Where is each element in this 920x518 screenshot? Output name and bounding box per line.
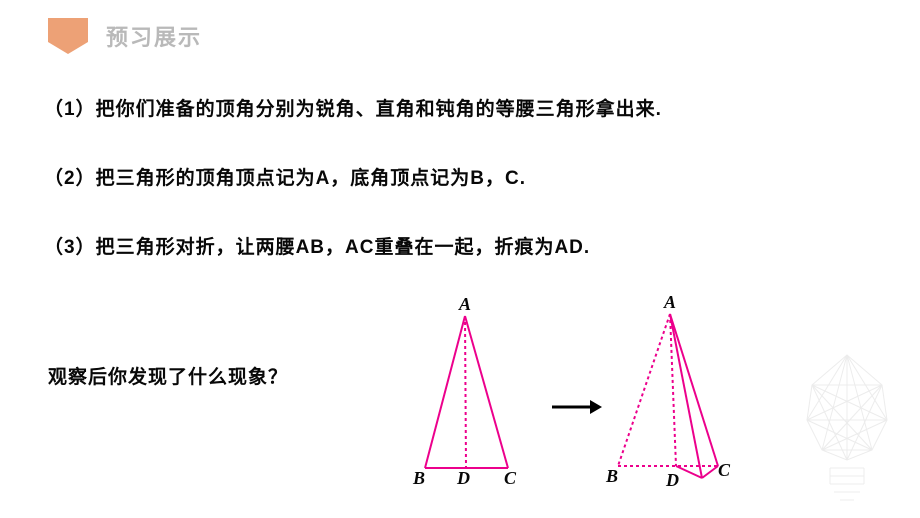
triangle-diagram: A B D C A B D C — [400, 308, 760, 498]
instruction-2: （2）把三角形的顶角顶点记为A，底角顶点记为B，C. — [44, 163, 876, 190]
label-C-right: C — [718, 460, 730, 481]
label-C-left: C — [504, 468, 516, 489]
label-B-left: B — [413, 468, 425, 489]
lightbulb-icon — [792, 350, 902, 510]
label-A-left: A — [459, 294, 471, 315]
badge-icon — [48, 18, 88, 54]
observation-question: 观察后你发现了什么现象？ — [48, 362, 288, 389]
label-D-right: D — [666, 470, 679, 491]
label-B-right: B — [606, 466, 618, 487]
label-A-right: A — [664, 292, 676, 313]
instruction-1: （1）把你们准备的顶角分别为锐角、直角和钝角的等腰三角形拿出来. — [44, 94, 876, 121]
arrow-icon — [552, 398, 602, 416]
header-title: 预习展示 — [106, 20, 202, 52]
instruction-3: （3）把三角形对折，让两腰AB，AC重叠在一起，折痕为AD. — [44, 232, 876, 259]
label-D-left: D — [457, 468, 470, 489]
